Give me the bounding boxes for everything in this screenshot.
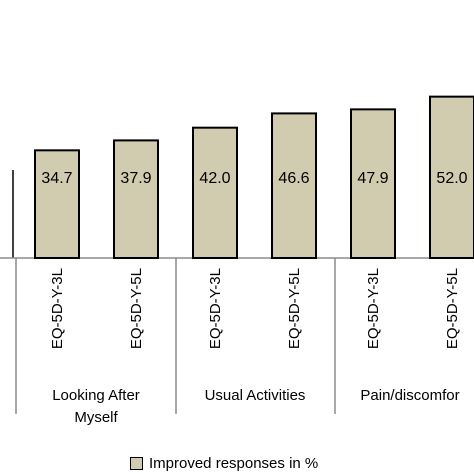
legend: Improved responses in % (130, 454, 318, 472)
bar (271, 112, 317, 259)
data-label: 37.9 (120, 170, 151, 187)
labels-layer: 34.7 EQ-5D-Y-3L 37.9 EQ-5D-Y-5L 42.0 EQ-5D-Y-… (41, 170, 467, 426)
bar (429, 95, 474, 259)
data-label: 46.6 (278, 170, 309, 187)
bar (350, 108, 396, 259)
category-tick-label: EQ-5D-Y-5L (128, 268, 145, 349)
category-tick-label: EQ-5D-Y-5L (286, 268, 303, 349)
category-tick-label: EQ-5D-Y-3L (365, 268, 382, 349)
group-label: Usual Activities (205, 387, 306, 404)
legend-label: Improved responses in % (149, 454, 319, 472)
data-label: 34.7 (41, 170, 72, 187)
group-label: Looking After (52, 387, 140, 404)
group-label: Pain/discomfor (360, 387, 459, 404)
category-tick-label: EQ-5D-Y-3L (207, 268, 224, 349)
category-tick-label: EQ-5D-Y-3L (49, 268, 66, 349)
group-label: Myself (74, 409, 118, 426)
bar (192, 126, 238, 260)
category-tick-label: EQ-5D-Y-5L (444, 268, 461, 349)
data-label: 42.0 (199, 170, 230, 187)
bar (113, 139, 159, 259)
bar (34, 149, 80, 259)
bars-layer (34, 95, 474, 260)
data-label: 47.9 (357, 170, 388, 187)
data-label: 52.0 (436, 170, 467, 187)
legend-swatch (130, 456, 143, 470)
